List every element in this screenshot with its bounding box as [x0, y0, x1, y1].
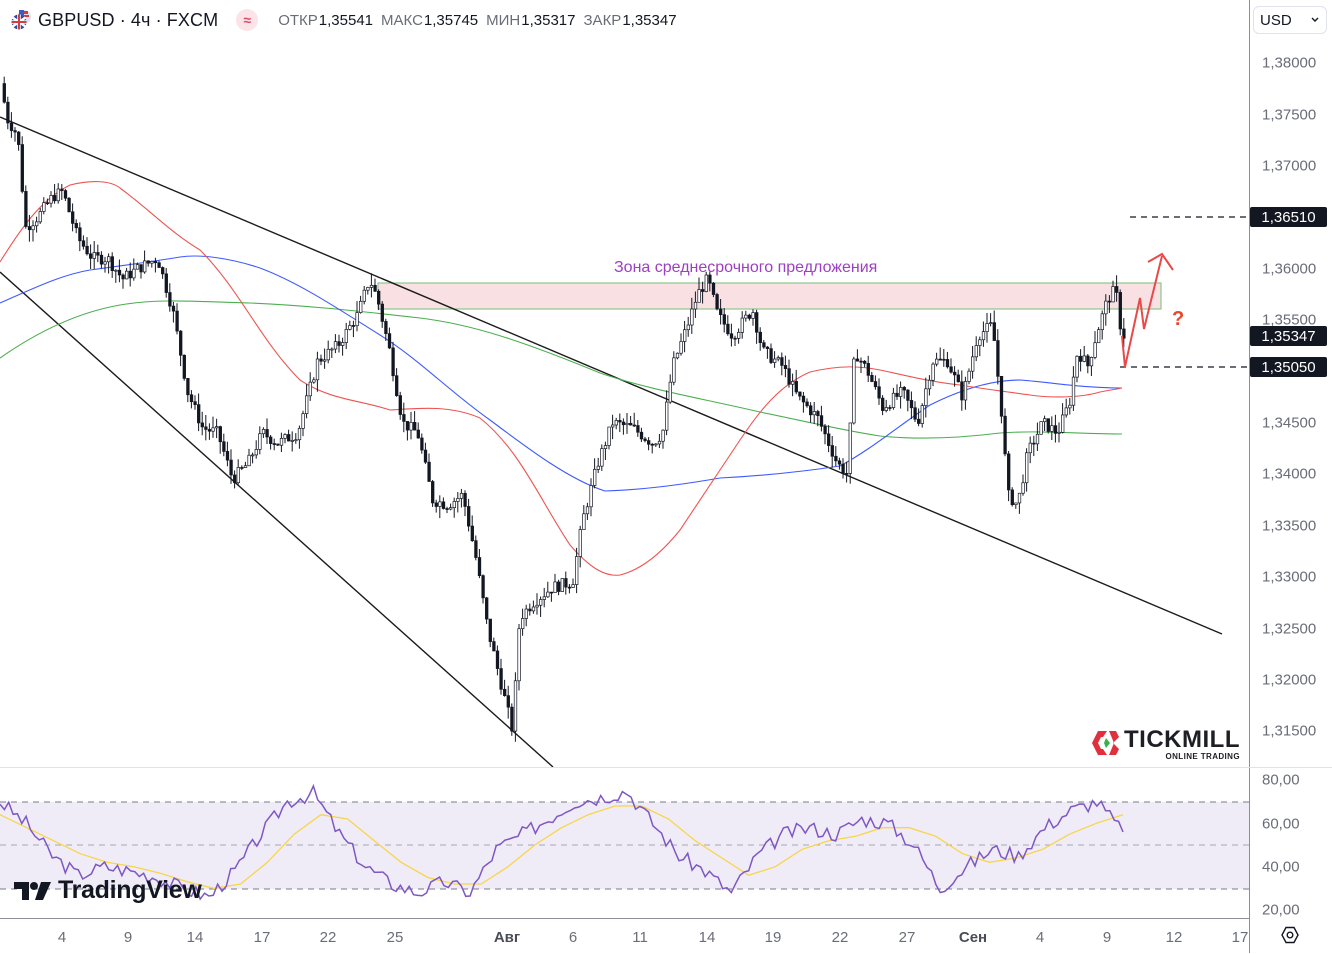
time-tick-label: 27	[898, 929, 916, 946]
time-tick-label: 17	[253, 929, 271, 946]
tradingview-logo[interactable]: TradingView	[14, 876, 202, 905]
supply-zone[interactable]	[377, 282, 1162, 310]
rsi-tick-label: 60,00	[1262, 815, 1300, 833]
chevron-down-icon	[1311, 17, 1319, 22]
pane-separator[interactable]	[0, 767, 1332, 768]
rsi-tick-label: 40,00	[1262, 858, 1300, 876]
close-label: ЗАКР	[583, 11, 622, 29]
rsi-tick-label: 80,00	[1262, 771, 1300, 789]
price-level-tag[interactable]: 1,36510	[1250, 207, 1327, 227]
question-mark-annotation: ?	[1172, 308, 1185, 330]
tradingview-text: TradingView	[58, 876, 202, 904]
time-tick-label: 25	[386, 929, 404, 946]
time-tick-label: 11	[632, 929, 648, 946]
time-tick-label: 22	[319, 929, 337, 946]
rsi-tick-label: 20,00	[1262, 901, 1300, 919]
chart-header: GBPUSD · 4ч · FXCM ≈ ОТКР 1,35541 МАКС 1…	[0, 0, 1248, 40]
time-tick-label: Сен	[958, 929, 988, 946]
currency-value: USD	[1260, 11, 1292, 29]
price-level-tag[interactable]: 1,35347	[1250, 326, 1327, 346]
time-axis[interactable]: 4 9 14 17 22 25 Авг 6 11 14 19 22 27 Сен 4 9 12 17	[0, 918, 1249, 954]
time-tick-label: 14	[186, 929, 204, 946]
tickmill-tagline: ONLINE TRADING	[1165, 752, 1240, 761]
rsi-band	[0, 802, 1249, 889]
ma-red-line	[0, 181, 1123, 576]
price-tick-label: 1,32000	[1262, 671, 1317, 689]
settings-gear-icon[interactable]	[1280, 925, 1300, 945]
supply-zone-label: Зона среднесрочного предложения	[614, 259, 878, 276]
high-value: 1,35745	[423, 11, 479, 29]
market-status-icon[interactable]: ≈	[236, 9, 259, 31]
symbol-title[interactable]: GBPUSD · 4ч · FXCM	[38, 9, 219, 30]
open-label: ОТКР	[278, 11, 318, 29]
time-tick-label: Авг	[493, 929, 521, 946]
price-tick-label: 1,31500	[1262, 722, 1317, 740]
low-label: МИН	[486, 11, 521, 29]
open-value: 1,35541	[318, 11, 374, 29]
price-tick-label: 1,38000	[1262, 54, 1317, 72]
low-value: 1,35317	[521, 11, 576, 29]
price-tick-label: 1,37500	[1262, 106, 1317, 124]
tickmill-mark-icon	[1092, 731, 1119, 755]
time-tick-label: 17	[1231, 929, 1249, 946]
high-label: МАКС	[381, 11, 423, 29]
price-tick-label: 1,33000	[1262, 568, 1317, 586]
price-chart[interactable]	[0, 0, 1249, 918]
tickmill-logo: TICKMILL ONLINE TRADING	[1090, 727, 1240, 761]
time-tick-label: 4	[57, 929, 67, 946]
lower-trendline[interactable]	[0, 271, 554, 768]
price-tick-label: 1,35500	[1262, 311, 1317, 329]
currency-select[interactable]: USD	[1253, 6, 1327, 34]
price-tick-label: 1,34000	[1262, 465, 1317, 483]
price-tick-label: 1,33500	[1262, 517, 1317, 535]
price-level-tag[interactable]: 1,35050	[1250, 357, 1327, 377]
rsi-line	[0, 783, 1124, 901]
time-tick-label: 6	[568, 929, 578, 946]
price-tick-label: 1,32500	[1262, 620, 1317, 638]
time-tick-label: 22	[831, 929, 849, 946]
gbpusd-flag-icon	[10, 9, 32, 31]
price-tick-label: 1,36000	[1262, 260, 1317, 278]
price-tick-label: 1,34500	[1262, 414, 1317, 432]
time-tick-label: 19	[764, 929, 782, 946]
time-tick-label: 14	[698, 929, 716, 946]
time-tick-label: 9	[123, 929, 133, 946]
tickmill-name: TICKMILL	[1124, 726, 1240, 753]
projection-arrowhead	[1147, 252, 1174, 271]
ma-green-line	[0, 300, 1123, 439]
rsi-ma-line	[0, 805, 1124, 890]
price-axis[interactable]	[1249, 0, 1332, 953]
upper-trendline[interactable]	[0, 116, 1223, 635]
close-value: 1,35347	[622, 11, 677, 29]
candlestick-series[interactable]	[2, 76, 1126, 742]
ohlc-legend: ОТКР 1,35541 МАКС 1,35745 МИН 1,35317 ЗА…	[278, 12, 684, 29]
price-tick-label: 1,37000	[1262, 157, 1317, 175]
time-tick-label: 12	[1165, 929, 1183, 946]
projection-arrow-path	[1121, 255, 1163, 368]
tradingview-mark-icon	[14, 881, 51, 900]
time-tick-label: 4	[1035, 929, 1045, 946]
time-tick-label: 9	[1102, 929, 1112, 946]
ma-blue-line	[0, 255, 1123, 492]
